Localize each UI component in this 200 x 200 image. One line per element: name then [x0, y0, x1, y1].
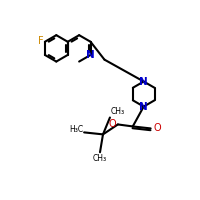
Text: N: N [139, 102, 148, 112]
Text: O: O [108, 119, 116, 129]
Text: H₃C: H₃C [69, 125, 83, 134]
Text: N: N [139, 77, 148, 87]
Text: CH₃: CH₃ [93, 154, 107, 163]
Text: O: O [153, 123, 161, 133]
Text: F: F [38, 36, 43, 46]
Text: N: N [86, 50, 95, 60]
Text: CH₃: CH₃ [111, 107, 125, 116]
